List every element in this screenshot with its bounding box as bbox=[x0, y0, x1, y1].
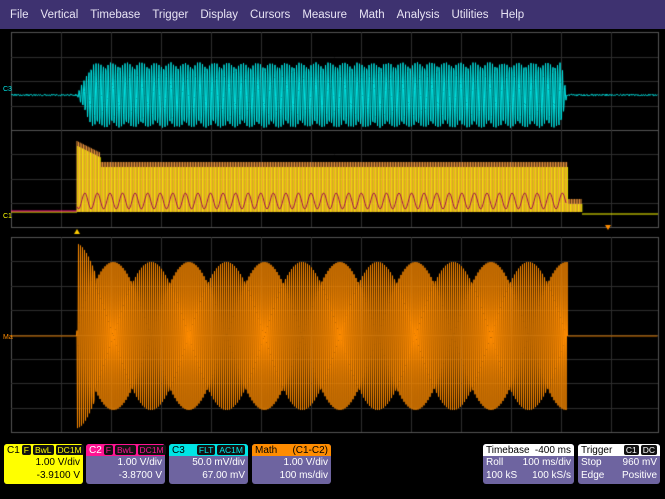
menu-timebase[interactable]: Timebase bbox=[90, 9, 140, 21]
c3-tag-coupling: AC1M bbox=[217, 445, 245, 455]
c1-offset: -3.9100 V bbox=[4, 469, 83, 482]
menu-help[interactable]: Help bbox=[501, 9, 525, 21]
c1-tag-coupling: DC1M bbox=[56, 445, 84, 455]
menu-math[interactable]: Math bbox=[359, 9, 385, 21]
menu-vertical[interactable]: Vertical bbox=[41, 9, 79, 21]
trigger-slope: Positive bbox=[622, 469, 657, 482]
trigger-state: Stop bbox=[581, 456, 602, 469]
menu-file[interactable]: File bbox=[10, 9, 29, 21]
math-expression: (C1-C2) bbox=[292, 445, 328, 456]
math-descriptor[interactable]: Math (C1-C2) 1.00 V/div 100 ms/div bbox=[252, 444, 331, 484]
math-scale: 1.00 V/div bbox=[252, 456, 331, 469]
c3-name: C3 bbox=[172, 445, 185, 456]
trigger-label: Trigger bbox=[581, 445, 612, 456]
menu-trigger[interactable]: Trigger bbox=[152, 9, 188, 21]
c1-tag-filter: F bbox=[22, 445, 31, 455]
timebase-sample-rate: 100 kS/s bbox=[532, 469, 571, 482]
c1-trace-label: C1 bbox=[3, 213, 12, 220]
menu-cursors[interactable]: Cursors bbox=[250, 9, 290, 21]
c3-scale: 50.0 mV/div bbox=[169, 456, 248, 469]
menu-bar: File Vertical Timebase Trigger Display C… bbox=[0, 0, 665, 29]
c3-tag-filter: FLT bbox=[197, 445, 215, 455]
timebase-delay: -400 ms bbox=[535, 445, 571, 456]
trigger-descriptor[interactable]: Trigger C1 DC Stop 960 mV Edge Positive bbox=[578, 444, 660, 484]
math-name: Math bbox=[255, 445, 277, 456]
timebase-rate: 100 ms/div bbox=[523, 456, 571, 469]
trigger-level: 960 mV bbox=[623, 456, 657, 469]
c3-offset: 67.00 mV bbox=[169, 469, 248, 482]
timebase-label: Timebase bbox=[486, 445, 530, 456]
c2-tag-bwl: BwL bbox=[115, 445, 136, 455]
c1-descriptor[interactable]: C1 F BwL DC1M 1.00 V/div -3.9100 V bbox=[4, 444, 83, 484]
c2-tag-coupling: DC1M bbox=[138, 445, 166, 455]
trigger-source: C1 bbox=[624, 445, 639, 455]
menu-measure[interactable]: Measure bbox=[302, 9, 347, 21]
timebase-samples: 100 kS bbox=[486, 469, 517, 482]
math-timescale: 100 ms/div bbox=[252, 469, 331, 482]
menu-utilities[interactable]: Utilities bbox=[451, 9, 488, 21]
math-trace-label: Ma bbox=[3, 334, 13, 341]
menu-display[interactable]: Display bbox=[200, 9, 238, 21]
c1-tag-bwl: BwL bbox=[33, 445, 54, 455]
c1-name: C1 bbox=[7, 445, 20, 456]
c2-tag-filter: F bbox=[104, 445, 113, 455]
c3-trace-label: C3 bbox=[3, 86, 12, 93]
c2-offset: -3.8700 V bbox=[86, 469, 165, 482]
menu-analysis[interactable]: Analysis bbox=[397, 9, 440, 21]
trigger-type: Edge bbox=[581, 469, 604, 482]
c2-scale: 1.00 V/div bbox=[86, 456, 165, 469]
c3-descriptor[interactable]: C3 FLT AC1M 50.0 mV/div 67.00 mV bbox=[169, 444, 248, 484]
timebase-descriptor[interactable]: Timebase -400 ms Roll 100 ms/div 100 kS 100… bbox=[483, 444, 574, 484]
c1-scale: 1.00 V/div bbox=[4, 456, 83, 469]
trigger-coupling: DC bbox=[641, 445, 657, 455]
timebase-mode: Roll bbox=[486, 456, 503, 469]
c2-descriptor[interactable]: C2 F BwL DC1M 1.00 V/div -3.8700 V bbox=[86, 444, 165, 484]
waveform-display[interactable] bbox=[0, 29, 665, 439]
c2-name: C2 bbox=[89, 445, 102, 456]
